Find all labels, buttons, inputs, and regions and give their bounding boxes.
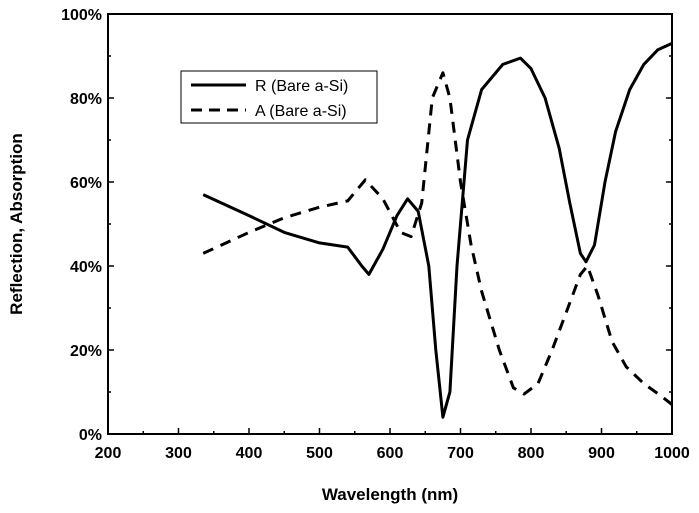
x-tick-label: 600 [377, 445, 404, 462]
y-tick-label: 20% [70, 343, 102, 360]
x-tick-label: 1000 [654, 445, 690, 462]
x-tick-label: 300 [165, 445, 192, 462]
legend: R (Bare a-Si) A (Bare a-Si) [180, 70, 378, 124]
legend-label-r: R (Bare a-Si) [255, 78, 348, 95]
x-tick-label: 200 [95, 445, 122, 462]
x-tick-label: 700 [447, 445, 474, 462]
x-tick-label: 500 [306, 445, 333, 462]
y-tick-label: 80% [70, 91, 102, 108]
y-axis-label: Reflection, Absorption [7, 133, 26, 315]
y-tick-label: 0% [79, 427, 102, 444]
series-line-r [202, 42, 673, 419]
y-tick-label: 60% [70, 175, 102, 192]
series-line-a [202, 71, 673, 406]
x-tick-label: 400 [236, 445, 263, 462]
y-tick-label: 40% [70, 259, 102, 276]
x-tick-label: 800 [518, 445, 545, 462]
legend-box [180, 70, 378, 124]
y-tick-label: 100% [61, 7, 102, 24]
legend-label-a: A (Bare a-Si) [255, 103, 347, 120]
x-axis-label: Wavelength (nm) [322, 485, 458, 504]
x-tick-label: 900 [588, 445, 615, 462]
